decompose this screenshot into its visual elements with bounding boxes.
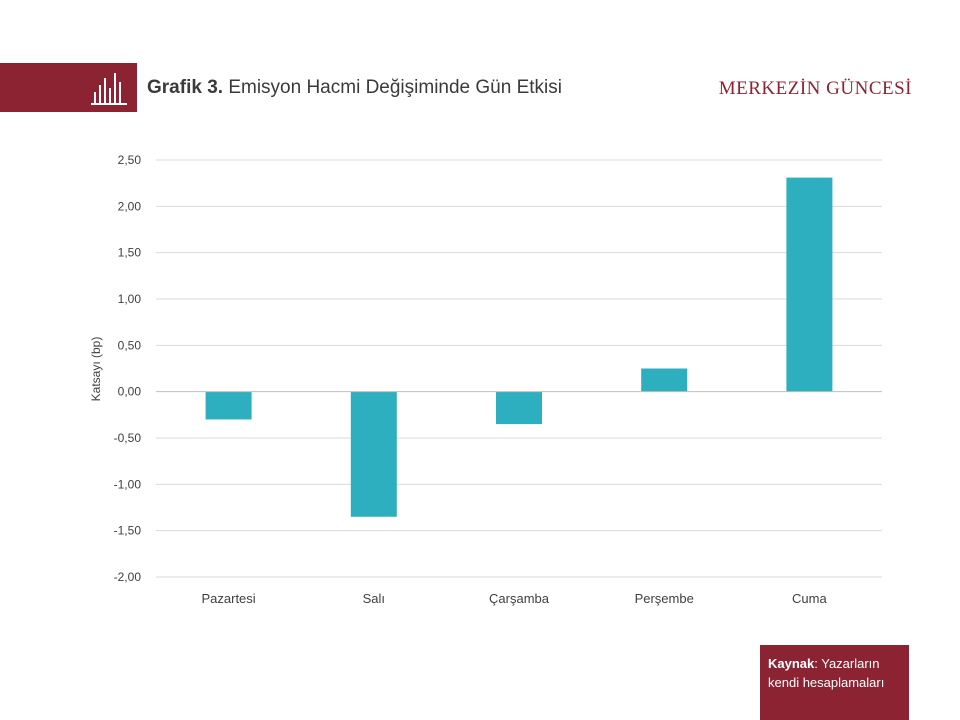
y-tick-label: 2,00 [118, 199, 142, 213]
chart-title-text: Emisyon Hacmi Değişiminde Gün Etkisi [228, 77, 562, 98]
bar [641, 368, 688, 392]
y-tick-label: 1,50 [118, 246, 142, 260]
x-tick-label: Perşembe [635, 591, 694, 606]
labels-layer: 2,50 2,00 1,50 1,00 0,50 0,00 -0,50 -1,00 -1,50 -… [114, 153, 828, 606]
x-tick-label: Cuma [792, 591, 827, 606]
bar [786, 177, 833, 392]
y-tick-label: 0,00 [118, 385, 142, 399]
x-tick-label: Pazartesi [201, 591, 255, 606]
y-tick-label: 1,00 [118, 292, 142, 306]
x-tick-label: Çarşamba [489, 591, 550, 606]
y-axis-title: Katsayı (bp) [89, 337, 103, 402]
chart-title-lead: Grafik 3. [147, 77, 224, 98]
grid-layer [156, 159, 882, 578]
y-tick-label: -0,50 [114, 431, 142, 445]
bars-layer [205, 177, 833, 517]
source-text: : Yazarların kendi hesaplamaları [768, 656, 885, 690]
y-tick-label: -2,00 [114, 570, 142, 584]
bar [350, 391, 397, 517]
bar-chart-icon [91, 73, 127, 105]
y-tick-label: 2,50 [118, 153, 142, 167]
y-tick-label: -1,00 [114, 477, 142, 491]
bar [496, 391, 542, 425]
source-box: Kaynak: Yazarların kendi hesaplamaları [760, 645, 909, 720]
bar [205, 391, 252, 420]
source-key: Kaynak [768, 656, 815, 671]
y-tick-label: 0,50 [118, 338, 142, 352]
brand-logo-text: MERKEZİN GÜNCESİ [718, 78, 912, 99]
x-tick-label: Salı [363, 591, 385, 606]
chart-title: Grafik 3. Emisyon Hacmi Değişiminde Gün … [147, 77, 562, 99]
y-tick-label: -1,50 [114, 524, 142, 538]
